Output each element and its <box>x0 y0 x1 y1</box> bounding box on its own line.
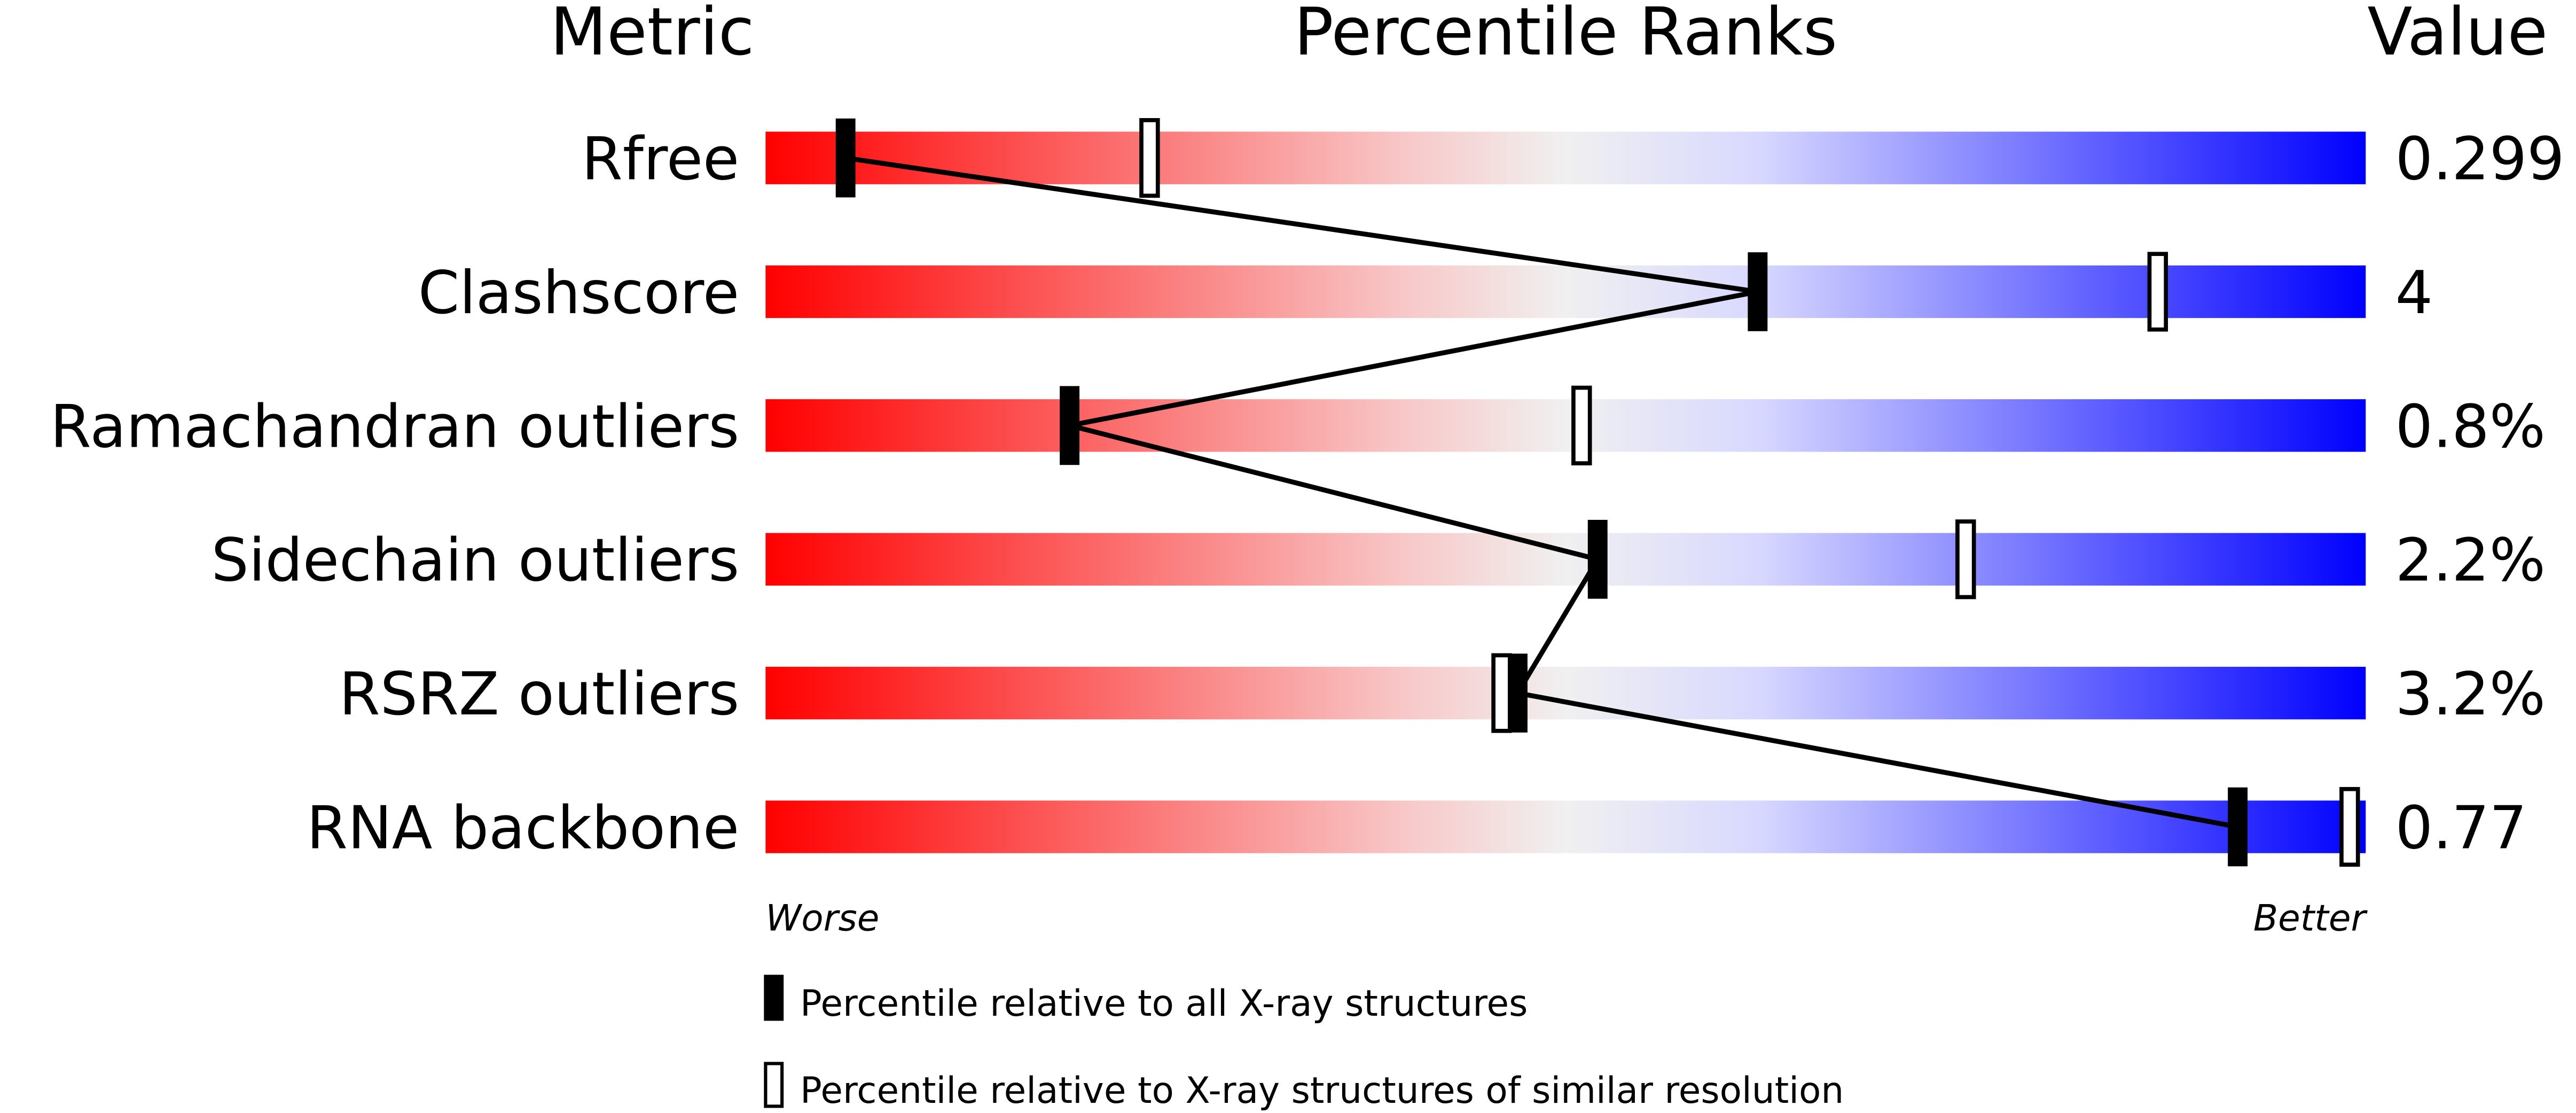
metric-value: 0.77 <box>2395 793 2527 862</box>
percentile-similar-marker <box>1139 118 1160 198</box>
header-value: Value <box>2367 0 2548 71</box>
gradient-bar <box>765 131 2366 184</box>
legend-filled-marker <box>764 975 784 1021</box>
metric-label: Rfree <box>582 125 739 194</box>
metric-value: 2.2% <box>2395 526 2546 595</box>
percentile-similar-marker <box>2147 252 2168 332</box>
metric-value: 0.8% <box>2395 392 2546 461</box>
metric-label: Clashscore <box>418 259 739 328</box>
percentile-all-marker <box>1748 252 1768 331</box>
percentile-all-marker <box>1507 653 1528 733</box>
better-label: Better <box>2253 897 2368 939</box>
gradient-bar <box>765 265 2366 318</box>
percentile-all-marker <box>1060 386 1080 465</box>
percentile-connector-line <box>845 155 2238 830</box>
header-percentile-ranks: Percentile Ranks <box>1294 0 1837 71</box>
percentile-similar-marker <box>2339 787 2360 867</box>
metric-label: Sidechain outliers <box>212 526 740 595</box>
percentile-similar-marker <box>1491 653 1512 733</box>
header-metric: Metric <box>550 0 754 71</box>
percentile-all-marker <box>2228 787 2248 867</box>
legend-open-marker <box>764 1062 784 1108</box>
percentile-similar-marker <box>1955 519 1976 600</box>
percentile-similar-marker <box>1571 385 1592 465</box>
metric-value: 3.2% <box>2395 660 2546 729</box>
worse-label: Worse <box>765 897 879 939</box>
legend-all: Percentile relative to all X-ray structu… <box>800 982 1528 1024</box>
metric-value: 0.299 <box>2395 125 2565 194</box>
metric-label: RNA backbone <box>307 793 739 862</box>
gradient-bar <box>765 666 2366 720</box>
gradient-bar <box>765 399 2366 452</box>
metric-label: RSRZ outliers <box>339 660 739 729</box>
percentile-all-marker <box>835 118 856 198</box>
legend-similar: Percentile relative to X-ray structures … <box>800 1069 1844 1111</box>
gradient-bar <box>765 533 2366 586</box>
metric-label: Ramachandran outliers <box>50 392 739 461</box>
metric-value: 4 <box>2395 259 2433 328</box>
percentile-all-marker <box>1587 519 1608 599</box>
gradient-bar <box>765 800 2366 853</box>
